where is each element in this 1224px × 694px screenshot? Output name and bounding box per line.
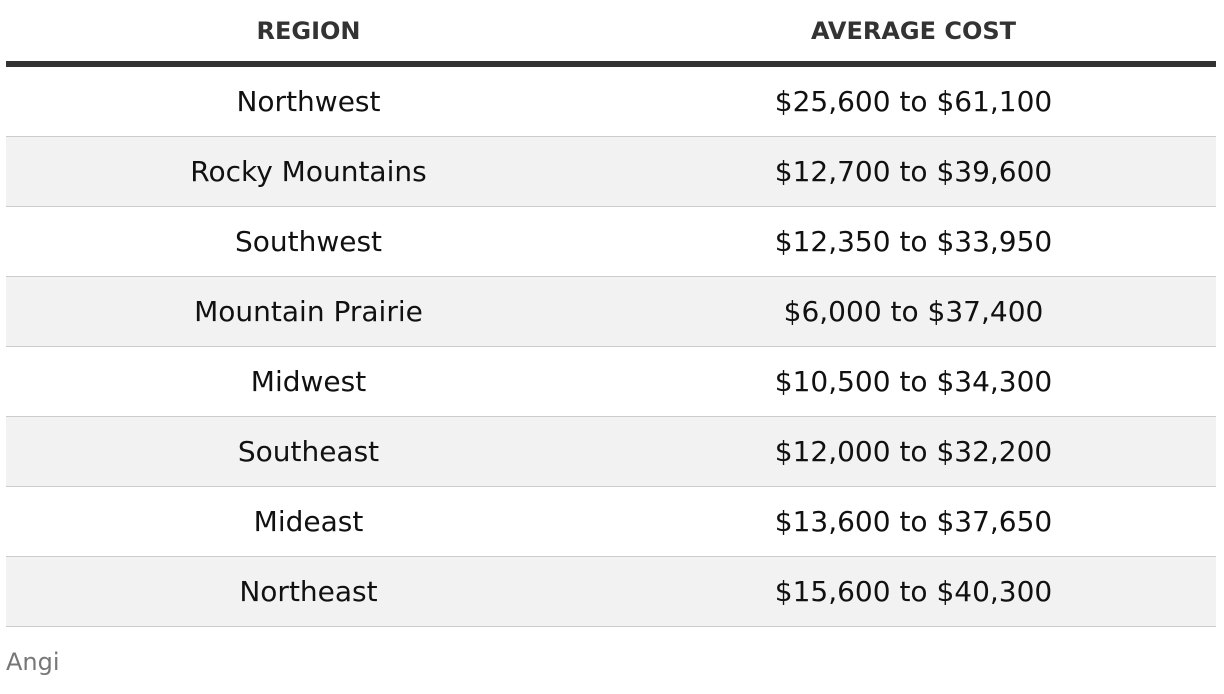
table-container: REGION AVERAGE COST Northwest $25,600 to … (6, 0, 1216, 627)
cost-cell: $12,700 to $39,600 (611, 136, 1216, 207)
cost-cell: $10,500 to $34,300 (611, 346, 1216, 417)
table-row: Southeast $12,000 to $32,200 (6, 416, 1216, 487)
region-cell: Rocky Mountains (6, 136, 611, 207)
table-row: Rocky Mountains $12,700 to $39,600 (6, 136, 1216, 207)
cost-cell: $13,600 to $37,650 (611, 486, 1216, 557)
cost-table: REGION AVERAGE COST Northwest $25,600 to … (6, 0, 1216, 627)
table-body: Northwest $25,600 to $61,100 Rocky Mountai… (6, 64, 1216, 627)
cost-cell: $25,600 to $61,100 (611, 64, 1216, 137)
table-row: Mountain Prairie $6,000 to $37,400 (6, 276, 1216, 347)
region-cell: Southwest (6, 206, 611, 277)
table-row: Northwest $25,600 to $61,100 (6, 64, 1216, 137)
region-cell: Mountain Prairie (6, 276, 611, 347)
table-row: Southwest $12,350 to $33,950 (6, 206, 1216, 277)
source: Angi (6, 648, 60, 676)
table-row: Northeast $15,600 to $40,300 (6, 556, 1216, 627)
region-cell: Northwest (6, 64, 611, 137)
header-row: REGION AVERAGE COST (6, 0, 1216, 67)
region-cell: Mideast (6, 486, 611, 557)
cost-cell: $12,350 to $33,950 (611, 206, 1216, 277)
cost-cell: $15,600 to $40,300 (611, 556, 1216, 627)
region-cell: Midwest (6, 346, 611, 417)
table-row: Midwest $10,500 to $34,300 (6, 346, 1216, 417)
table-row: Mideast $13,600 to $37,650 (6, 486, 1216, 557)
region-cell: Northeast (6, 556, 611, 627)
cost-cell: $6,000 to $37,400 (611, 276, 1216, 347)
cost-cell: $12,000 to $32,200 (611, 416, 1216, 487)
region-cell: Southeast (6, 416, 611, 487)
header-cell: REGION (6, 0, 611, 67)
header-cell: AVERAGE COST (611, 0, 1216, 67)
